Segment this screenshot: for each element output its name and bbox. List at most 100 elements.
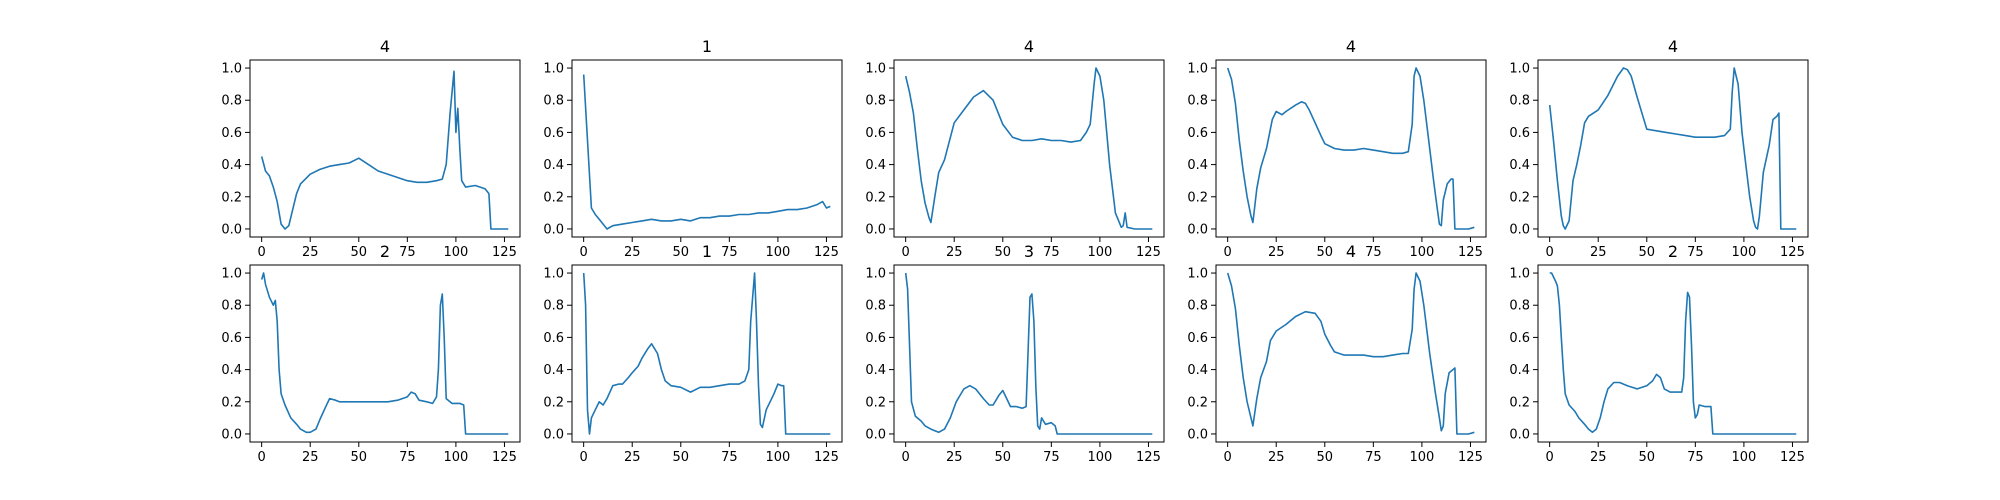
x-tick-label: 125: [1136, 450, 1161, 465]
x-tick-label: 0: [1546, 450, 1554, 465]
series-line: [582, 272, 831, 435]
y-tick-label: 0.8: [221, 299, 242, 314]
subplot-5: 4 0 25 50 75 100 125 0.0 0.2 0.4 0.6 0.8 1.0: [1509, 37, 1809, 260]
x-tick-label: 100: [1731, 245, 1756, 260]
y-tick-label: 0.8: [865, 299, 886, 314]
y-tick-label: 0.2: [221, 395, 242, 410]
x-tick-label: 25: [1590, 245, 1607, 260]
y-tick-label: 0.2: [1509, 190, 1530, 205]
x-tick-label: 75: [1365, 245, 1382, 260]
y-tick-label: 0.6: [221, 331, 242, 346]
x-tick-label: 125: [1780, 450, 1805, 465]
x-tick-label: 100: [443, 245, 468, 260]
y-tick-label: 0.0: [221, 427, 242, 442]
y-tick-label: 0.2: [865, 190, 886, 205]
y-tick-label: 0.4: [1187, 158, 1208, 173]
y-tick-label: 0.4: [543, 158, 564, 173]
series-line: [1226, 272, 1475, 435]
x-tick-label: 125: [1136, 245, 1161, 260]
x-tick-label: 50: [351, 245, 368, 260]
series-line: [1549, 272, 1797, 435]
x-tick-label: 75: [399, 245, 416, 260]
x-tick-label: 25: [1268, 245, 1285, 260]
y-tick-label: 0.2: [543, 395, 564, 410]
x-tick-label: 125: [492, 450, 517, 465]
subplot-10: 2 0 25 50 75 100 125 0.0 0.2 0.4 0.6 0.8 1.0: [1509, 242, 1809, 465]
y-tick-label: 0.0: [543, 427, 564, 442]
subplot-title: 4: [380, 37, 390, 56]
subplot-6: 2 0 25 50 75 100 125 0.0 0.2 0.4 0.6 0.8 1.0: [221, 242, 521, 465]
subplot-title: 2: [1668, 242, 1678, 261]
y-tick-label: 0.4: [221, 158, 242, 173]
x-tick-label: 0: [580, 450, 588, 465]
y-tick-label: 0.8: [1187, 94, 1208, 109]
x-tick-label: 75: [399, 450, 416, 465]
x-tick-label: 50: [995, 245, 1012, 260]
x-tick-label: 100: [765, 450, 790, 465]
y-tick-label: 1.0: [221, 62, 242, 77]
subplot-7: 1 0 25 50 75 100 125 0.0 0.2 0.4 0.6 0.8 1.0: [543, 242, 843, 465]
subplot-title: 3: [1024, 242, 1034, 261]
y-tick-label: 0.6: [865, 126, 886, 141]
x-tick-label: 75: [721, 450, 738, 465]
y-tick-label: 0.4: [221, 363, 242, 378]
y-tick-label: 0.0: [1187, 427, 1208, 442]
y-tick-label: 0.2: [1509, 395, 1530, 410]
y-tick-label: 0.0: [1509, 222, 1530, 237]
x-tick-label: 25: [1268, 450, 1285, 465]
y-tick-label: 0.8: [1187, 299, 1208, 314]
x-tick-label: 25: [302, 245, 319, 260]
subplot-4: 4 0 25 50 75 100 125 0.0 0.2 0.4 0.6 0.8 1.0: [1187, 37, 1487, 260]
x-tick-label: 75: [1043, 450, 1060, 465]
axes-frame: [1215, 59, 1487, 238]
axes-frame: [571, 264, 843, 443]
y-tick-label: 0.0: [865, 427, 886, 442]
x-tick-label: 100: [1409, 245, 1434, 260]
x-tick-label: 0: [580, 245, 588, 260]
x-tick-label: 25: [1590, 450, 1607, 465]
subplot-title: 2: [380, 242, 390, 261]
x-tick-label: 50: [673, 450, 690, 465]
x-tick-label: 50: [1639, 450, 1656, 465]
x-tick-label: 0: [258, 245, 266, 260]
x-tick-label: 125: [1458, 450, 1483, 465]
axes-frame: [1537, 59, 1809, 238]
y-tick-label: 1.0: [1187, 267, 1208, 282]
y-tick-label: 1.0: [865, 62, 886, 77]
y-tick-label: 0.4: [865, 363, 886, 378]
series-line: [1226, 67, 1475, 230]
axes-frame: [1537, 264, 1809, 443]
series-line: [260, 272, 509, 435]
x-tick-label: 100: [443, 450, 468, 465]
y-tick-label: 0.6: [1187, 331, 1208, 346]
y-tick-label: 0.2: [865, 395, 886, 410]
x-tick-label: 100: [1087, 450, 1112, 465]
x-tick-label: 25: [302, 450, 319, 465]
y-tick-label: 0.8: [543, 299, 564, 314]
y-tick-label: 0.6: [1187, 126, 1208, 141]
y-tick-label: 0.2: [221, 190, 242, 205]
y-tick-label: 0.2: [543, 190, 564, 205]
axes-frame: [1215, 264, 1487, 443]
subplot-8: 3 0 25 50 75 100 125 0.0 0.2 0.4 0.6 0.8 1.0: [865, 242, 1165, 465]
subplot-title: 1: [702, 242, 712, 261]
subplot-title: 4: [1668, 37, 1678, 56]
series-line: [582, 74, 831, 230]
subplot-title: 1: [702, 37, 712, 56]
y-tick-label: 0.6: [543, 331, 564, 346]
y-tick-label: 1.0: [1509, 62, 1530, 77]
x-tick-label: 100: [1409, 450, 1434, 465]
subplot-title: 4: [1346, 37, 1356, 56]
subplot-title: 4: [1346, 242, 1356, 261]
axes-frame: [893, 264, 1165, 443]
y-tick-label: 1.0: [221, 267, 242, 282]
y-tick-label: 0.4: [865, 158, 886, 173]
subplot-3: 4 0 25 50 75 100 125 0.0 0.2 0.4 0.6 0.8 1.0: [865, 37, 1165, 260]
y-tick-label: 0.6: [221, 126, 242, 141]
x-tick-label: 50: [1639, 245, 1656, 260]
y-tick-label: 0.8: [221, 94, 242, 109]
x-tick-label: 50: [995, 450, 1012, 465]
y-tick-label: 1.0: [1187, 62, 1208, 77]
y-tick-label: 0.0: [1187, 222, 1208, 237]
axes-frame: [249, 264, 521, 443]
